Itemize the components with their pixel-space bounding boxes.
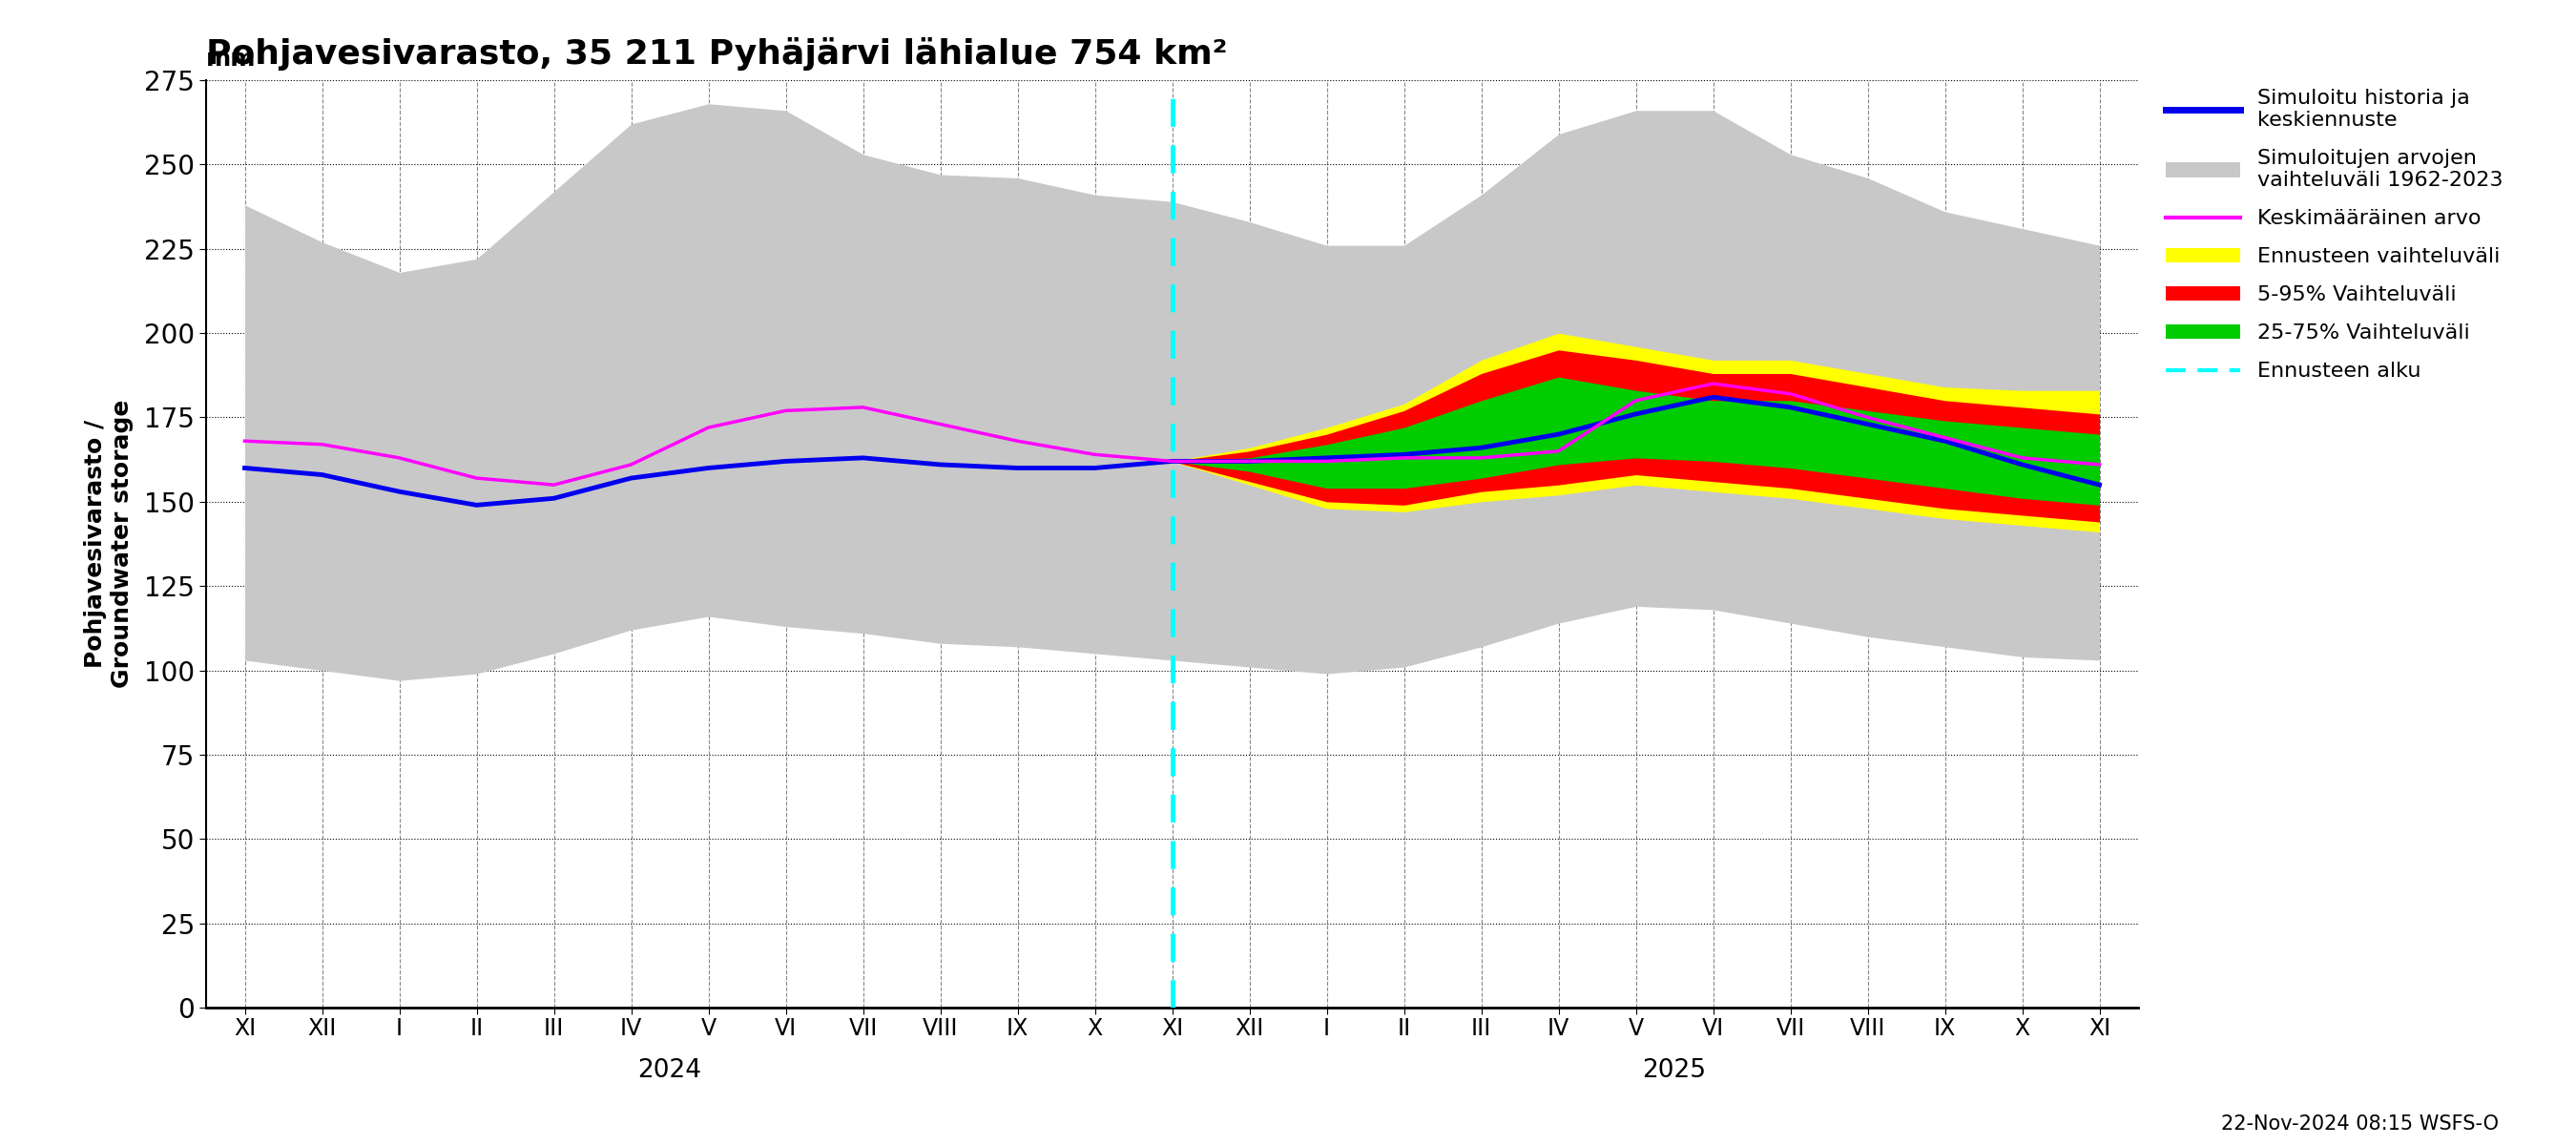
Text: mm: mm (206, 48, 255, 71)
Legend: Simuloitu historia ja
keskiennuste, Simuloitujen arvojen
vaihteluväli 1962-2023,: Simuloitu historia ja keskiennuste, Simu… (2156, 80, 2512, 389)
Text: 22-Nov-2024 08:15 WSFS-O: 22-Nov-2024 08:15 WSFS-O (2221, 1114, 2499, 1134)
Y-axis label: Pohjavesivarasto /
Groundwater storage: Pohjavesivarasto / Groundwater storage (85, 400, 134, 688)
Text: 2025: 2025 (1643, 1058, 1705, 1083)
Text: 2024: 2024 (639, 1058, 701, 1083)
Text: Pohjavesivarasto, 35 211 Pyhäjärvi lähialue 754 km²: Pohjavesivarasto, 35 211 Pyhäjärvi lähia… (206, 38, 1226, 71)
